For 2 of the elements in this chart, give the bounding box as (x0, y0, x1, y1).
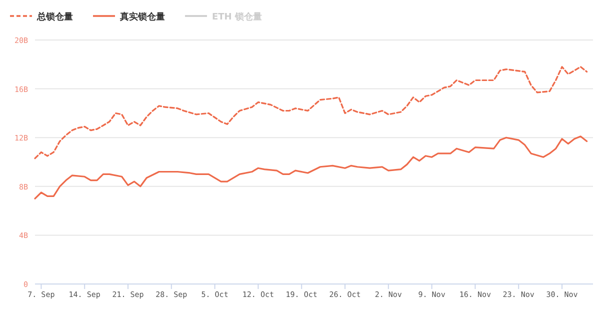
legend-label: 真实锁仓量 (119, 12, 165, 22)
legend-label: 总锁仓量 (36, 12, 73, 22)
